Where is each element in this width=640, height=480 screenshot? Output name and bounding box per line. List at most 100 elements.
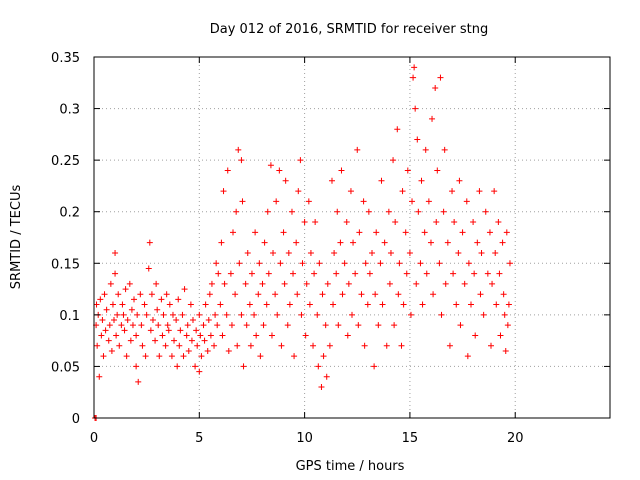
data-point xyxy=(395,291,402,298)
data-point xyxy=(114,311,121,318)
data-point xyxy=(175,296,182,303)
data-point xyxy=(146,239,153,246)
data-point xyxy=(153,280,160,287)
data-point xyxy=(419,301,426,308)
data-point xyxy=(235,146,242,153)
data-point xyxy=(291,353,298,360)
data-point xyxy=(236,260,243,267)
data-point xyxy=(142,353,149,360)
data-point xyxy=(486,229,493,236)
data-point xyxy=(188,337,195,344)
data-point xyxy=(99,317,106,324)
data-point xyxy=(232,291,239,298)
data-point xyxy=(414,136,421,143)
data-point xyxy=(180,353,187,360)
data-point xyxy=(173,317,180,324)
y-axis-label: SRMTID / TECUs xyxy=(9,185,24,290)
data-point xyxy=(253,332,260,339)
data-point xyxy=(277,260,284,267)
y-tick-label: 0.3 xyxy=(59,103,80,118)
data-point xyxy=(358,291,365,298)
data-point xyxy=(115,291,122,298)
data-point xyxy=(319,291,326,298)
data-point xyxy=(406,249,413,256)
data-point xyxy=(330,301,337,308)
data-point xyxy=(201,337,208,344)
data-point xyxy=(147,327,154,334)
data-point xyxy=(455,249,462,256)
data-point xyxy=(412,105,419,112)
data-point xyxy=(396,260,403,267)
data-point xyxy=(502,347,509,354)
data-point xyxy=(294,291,301,298)
x-tick-label: 20 xyxy=(507,431,524,446)
data-point xyxy=(410,74,417,81)
data-point xyxy=(360,198,367,205)
data-point xyxy=(297,157,304,164)
data-point xyxy=(295,188,302,195)
y-tick-label: 0.1 xyxy=(59,309,80,324)
data-point xyxy=(314,311,321,318)
data-point xyxy=(264,208,271,215)
data-point xyxy=(316,260,323,267)
data-point xyxy=(334,208,341,215)
data-point xyxy=(343,219,350,226)
data-point xyxy=(480,311,487,318)
data-point xyxy=(478,249,485,256)
data-point xyxy=(123,353,130,360)
data-point xyxy=(375,322,382,329)
data-point xyxy=(202,301,209,308)
data-point xyxy=(337,239,344,246)
chart-title: Day 012 of 2016, SRMTID for receiver stn… xyxy=(210,22,489,37)
data-point xyxy=(386,280,393,287)
data-points xyxy=(92,64,513,421)
data-point xyxy=(256,260,263,267)
data-point xyxy=(366,270,373,277)
data-point xyxy=(197,332,204,339)
data-point xyxy=(163,291,170,298)
data-point xyxy=(281,280,288,287)
x-tick-label: 5 xyxy=(195,431,203,446)
data-point xyxy=(303,280,310,287)
data-point xyxy=(134,311,141,318)
data-point xyxy=(493,301,500,308)
data-point xyxy=(166,301,173,308)
data-point xyxy=(488,342,495,349)
data-point xyxy=(421,229,428,236)
data-point xyxy=(457,322,464,329)
data-point xyxy=(482,208,489,215)
data-point xyxy=(495,219,502,226)
data-point xyxy=(259,280,266,287)
data-point xyxy=(211,342,218,349)
data-point xyxy=(278,342,285,349)
data-point xyxy=(97,296,104,303)
data-point xyxy=(171,337,178,344)
data-point xyxy=(204,347,211,354)
data-point xyxy=(470,219,477,226)
x-tick-label: 0 xyxy=(90,431,98,446)
data-point xyxy=(179,311,186,318)
data-point xyxy=(352,270,359,277)
data-point xyxy=(369,249,376,256)
data-point xyxy=(101,291,108,298)
data-point xyxy=(290,270,297,277)
data-point xyxy=(98,332,105,339)
data-point xyxy=(461,280,468,287)
data-point xyxy=(362,260,369,267)
data-point xyxy=(312,219,319,226)
data-point xyxy=(164,322,171,329)
data-point xyxy=(364,301,371,308)
data-point xyxy=(305,198,312,205)
data-point xyxy=(200,322,207,329)
data-point xyxy=(365,208,372,215)
data-point xyxy=(311,270,318,277)
data-point xyxy=(185,347,192,354)
data-point xyxy=(224,167,231,174)
data-point xyxy=(148,291,155,298)
data-point xyxy=(429,115,436,122)
data-point xyxy=(233,208,240,215)
data-point xyxy=(491,188,498,195)
data-point xyxy=(156,353,163,360)
data-point xyxy=(103,306,110,313)
axis-ticks: 0 0.05 0.1 0.15 0.2 0.25 0.3 0.35 0 5 10 15 20 xyxy=(51,51,610,446)
